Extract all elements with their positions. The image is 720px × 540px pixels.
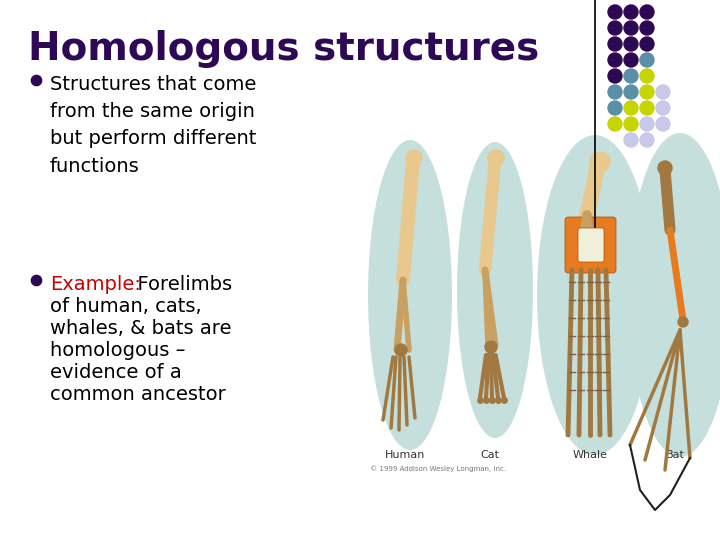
Ellipse shape: [368, 140, 452, 450]
Text: Structures that come
from the same origin
but perform different
functions: Structures that come from the same origi…: [50, 75, 256, 176]
Ellipse shape: [537, 135, 653, 455]
Circle shape: [624, 53, 638, 67]
Circle shape: [624, 69, 638, 83]
Circle shape: [640, 133, 654, 147]
Text: Forelimbs: Forelimbs: [125, 275, 232, 294]
Circle shape: [640, 37, 654, 51]
Point: [30, 276, 42, 285]
Point: [30, 76, 42, 84]
Circle shape: [624, 101, 638, 115]
Text: Homologous structures: Homologous structures: [28, 30, 539, 68]
Circle shape: [608, 21, 622, 35]
Text: of human, cats,: of human, cats,: [50, 297, 202, 316]
Circle shape: [608, 69, 622, 83]
Text: Cat: Cat: [480, 450, 500, 460]
Text: © 1999 Addison Wesley Longman, Inc.: © 1999 Addison Wesley Longman, Inc.: [370, 465, 506, 472]
FancyBboxPatch shape: [565, 217, 616, 273]
Circle shape: [640, 5, 654, 19]
Text: whales, & bats are: whales, & bats are: [50, 319, 232, 338]
Circle shape: [624, 5, 638, 19]
Circle shape: [608, 101, 622, 115]
Circle shape: [656, 101, 670, 115]
Circle shape: [590, 152, 610, 172]
Text: Example:: Example:: [50, 275, 141, 294]
Circle shape: [640, 69, 654, 83]
Circle shape: [395, 344, 407, 356]
Circle shape: [624, 117, 638, 131]
Circle shape: [658, 161, 672, 175]
Circle shape: [485, 341, 497, 353]
Ellipse shape: [628, 133, 720, 457]
Text: homologous –: homologous –: [50, 341, 186, 360]
Text: Human: Human: [384, 450, 426, 460]
Circle shape: [608, 5, 622, 19]
Circle shape: [624, 37, 638, 51]
Circle shape: [640, 85, 654, 99]
Text: Bat: Bat: [665, 450, 685, 460]
Circle shape: [640, 117, 654, 131]
Circle shape: [608, 117, 622, 131]
Circle shape: [656, 117, 670, 131]
Circle shape: [624, 133, 638, 147]
Text: common ancestor: common ancestor: [50, 385, 226, 404]
Circle shape: [488, 150, 504, 166]
Circle shape: [624, 85, 638, 99]
Circle shape: [608, 53, 622, 67]
Circle shape: [624, 21, 638, 35]
Circle shape: [640, 21, 654, 35]
Text: Whale: Whale: [572, 450, 608, 460]
Text: evidence of a: evidence of a: [50, 363, 181, 382]
Circle shape: [656, 85, 670, 99]
FancyBboxPatch shape: [578, 228, 604, 262]
Circle shape: [406, 150, 422, 166]
Ellipse shape: [457, 142, 533, 438]
Circle shape: [640, 53, 654, 67]
Circle shape: [608, 37, 622, 51]
Circle shape: [678, 317, 688, 327]
Circle shape: [608, 85, 622, 99]
Circle shape: [640, 101, 654, 115]
